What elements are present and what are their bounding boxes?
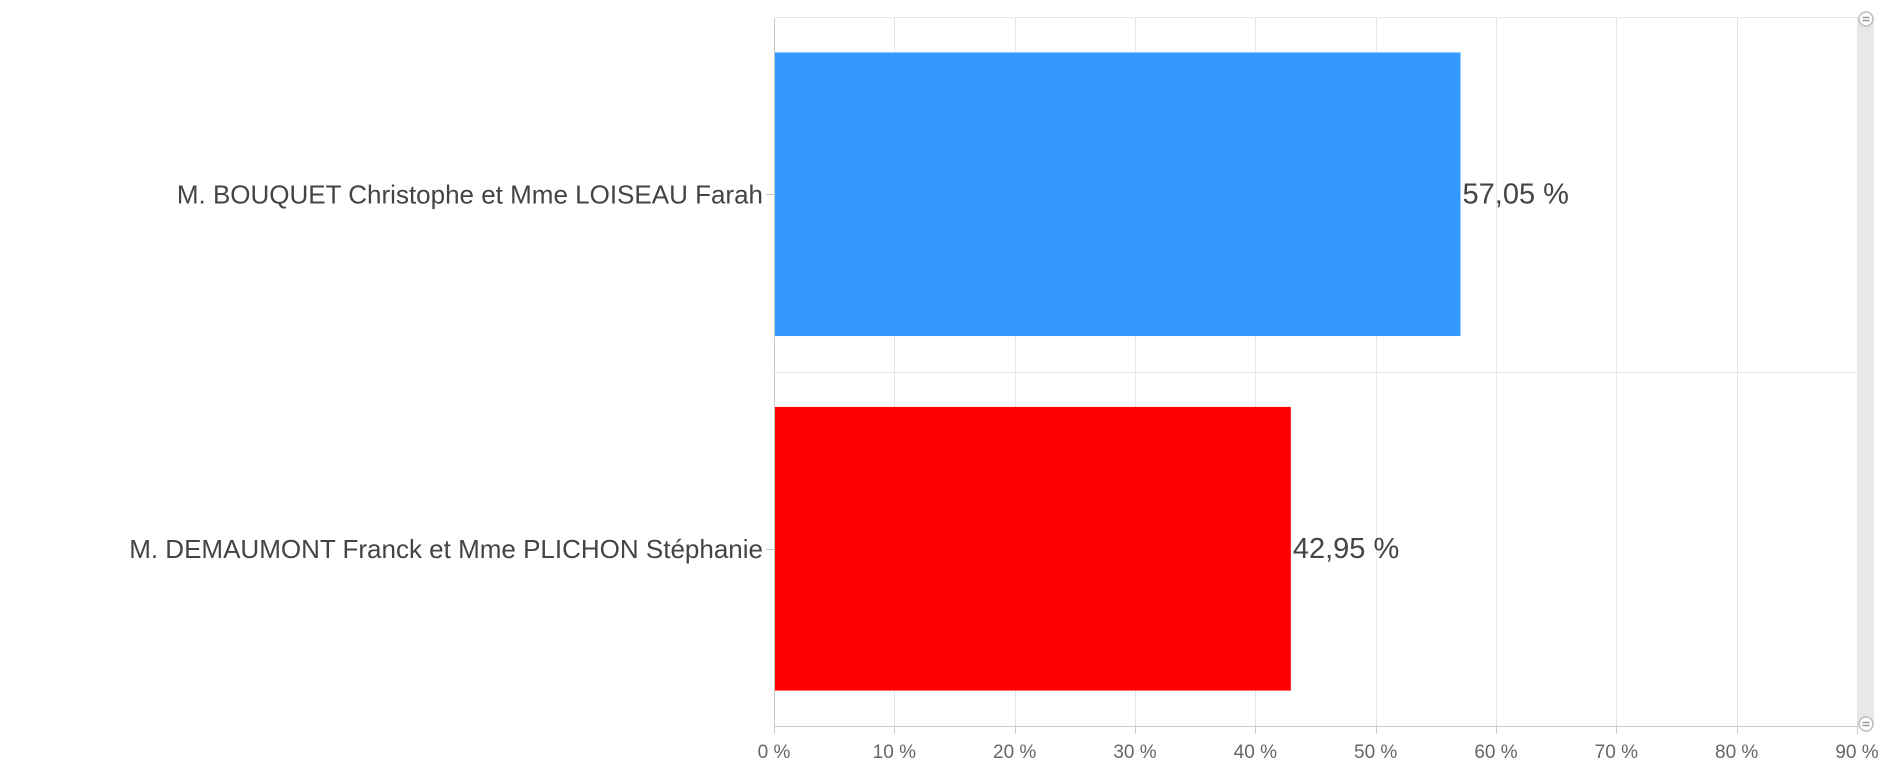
axis-layer <box>766 17 1858 734</box>
bar-1[interactable] <box>774 52 1461 337</box>
x-tick-label: 40 % <box>1234 742 1277 763</box>
bar-layer <box>774 52 1461 691</box>
scrollbar-top-handle[interactable] <box>1858 11 1874 27</box>
data-label: 42,95 % <box>1293 533 1399 565</box>
data-label: 57,05 % <box>1463 178 1569 210</box>
x-tick-label: 70 % <box>1595 742 1638 763</box>
x-tick-label: 30 % <box>1113 742 1156 763</box>
x-tick-label: 80 % <box>1715 742 1758 763</box>
label-layer: 0 % 10 % 20 % 30 % 40 % 50 % 60 % 70 % 80 % 90 % M… <box>129 178 1879 763</box>
category-label: M. BOUQUET Christophe et Mme LOISEAU Far… <box>177 179 763 209</box>
vertical-scrollbar[interactable] <box>1858 11 1874 732</box>
category-label: M. DEMAUMONT Franck et Mme PLICHON Stéph… <box>129 534 763 564</box>
x-tick-label: 10 % <box>873 742 916 763</box>
scrollbar-bottom-handle[interactable] <box>1858 716 1874 732</box>
x-tick-label: 90 % <box>1835 742 1878 763</box>
x-tick-label: 20 % <box>993 742 1036 763</box>
handle-circle[interactable] <box>1858 716 1874 732</box>
x-tick-label: 0 % <box>758 742 791 763</box>
scrollbar-track[interactable] <box>1858 17 1874 726</box>
bar-2[interactable] <box>774 406 1291 691</box>
x-tick-label: 50 % <box>1354 742 1397 763</box>
x-tick-label: 60 % <box>1474 742 1517 763</box>
handle-circle[interactable] <box>1858 11 1874 27</box>
